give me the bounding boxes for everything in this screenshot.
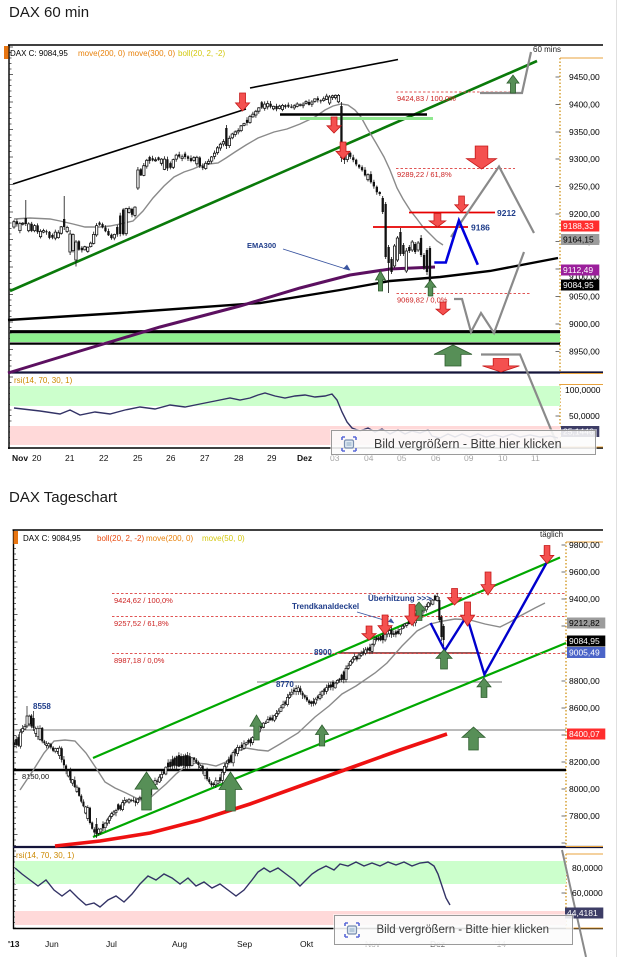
svg-text:11: 11 bbox=[531, 453, 540, 463]
svg-text:8950,00: 8950,00 bbox=[569, 347, 600, 357]
svg-text:9000,00: 9000,00 bbox=[569, 319, 600, 329]
svg-text:9289,22 / 61,8%: 9289,22 / 61,8% bbox=[397, 170, 452, 179]
svg-text:'13: '13 bbox=[8, 939, 20, 949]
svg-text:9084,95: 9084,95 bbox=[569, 636, 600, 646]
svg-text:22: 22 bbox=[99, 453, 109, 463]
svg-text:9424,83 / 100,0%: 9424,83 / 100,0% bbox=[397, 94, 456, 103]
svg-text:8558: 8558 bbox=[33, 702, 51, 711]
svg-text:26: 26 bbox=[166, 453, 176, 463]
svg-text:move(200, 0): move(200, 0) bbox=[78, 49, 125, 58]
svg-text:Okt: Okt bbox=[300, 939, 314, 949]
svg-text:Nov: Nov bbox=[12, 453, 28, 463]
svg-text:9400,00: 9400,00 bbox=[569, 100, 600, 110]
svg-text:8400,07: 8400,07 bbox=[569, 729, 600, 739]
svg-text:Jun: Jun bbox=[45, 939, 59, 949]
svg-text:9600,00: 9600,00 bbox=[569, 567, 600, 577]
svg-text:04: 04 bbox=[364, 453, 374, 463]
svg-text:9005,49: 9005,49 bbox=[569, 648, 600, 658]
svg-text:9257,52 / 61,8%: 9257,52 / 61,8% bbox=[114, 619, 169, 628]
svg-text:9212: 9212 bbox=[497, 208, 516, 218]
svg-text:9450,00: 9450,00 bbox=[569, 72, 600, 82]
svg-text:9250,00: 9250,00 bbox=[569, 182, 600, 192]
svg-text:9188,33: 9188,33 bbox=[563, 221, 594, 231]
svg-text:DAX C: 9084,95: DAX C: 9084,95 bbox=[10, 49, 68, 58]
svg-text:rsi(14, 70, 30, 1): rsi(14, 70, 30, 1) bbox=[16, 851, 75, 860]
svg-text:Überhitzung >>>: Überhitzung >>> bbox=[368, 594, 431, 603]
svg-text:09: 09 bbox=[464, 453, 474, 463]
svg-text:06: 06 bbox=[431, 453, 441, 463]
svg-text:9050,00: 9050,00 bbox=[569, 292, 600, 302]
svg-text:9084,95: 9084,95 bbox=[563, 280, 594, 290]
svg-text:DAX C: 9084,95: DAX C: 9084,95 bbox=[23, 534, 81, 543]
svg-text:täglich: täglich bbox=[540, 530, 563, 539]
svg-text:Aug: Aug bbox=[172, 939, 187, 949]
svg-text:8900: 8900 bbox=[314, 648, 332, 657]
svg-text:Dez: Dez bbox=[297, 453, 312, 463]
svg-text:21: 21 bbox=[65, 453, 75, 463]
svg-text:60,0000: 60,0000 bbox=[572, 888, 603, 898]
svg-text:EMA300: EMA300 bbox=[247, 241, 276, 250]
svg-text:05: 05 bbox=[397, 453, 407, 463]
svg-text:60 mins: 60 mins bbox=[533, 45, 561, 54]
svg-text:9800,00: 9800,00 bbox=[569, 540, 600, 550]
svg-text:7800,00: 7800,00 bbox=[569, 811, 600, 821]
svg-text:8987,18 / 0,0%: 8987,18 / 0,0% bbox=[114, 656, 165, 665]
svg-text:8200,00: 8200,00 bbox=[569, 757, 600, 767]
svg-text:Jul: Jul bbox=[106, 939, 117, 949]
svg-text:9200,00: 9200,00 bbox=[569, 209, 600, 219]
svg-text:boll(20, 2, -2): boll(20, 2, -2) bbox=[178, 49, 225, 58]
svg-text:10: 10 bbox=[498, 453, 508, 463]
svg-text:8800,00: 8800,00 bbox=[569, 676, 600, 686]
svg-text:80,0000: 80,0000 bbox=[572, 863, 603, 873]
svg-text:8000,00: 8000,00 bbox=[569, 784, 600, 794]
svg-text:move(300, 0): move(300, 0) bbox=[128, 49, 175, 58]
svg-text:44,4181: 44,4181 bbox=[567, 908, 598, 918]
svg-text:move(200, 0): move(200, 0) bbox=[146, 534, 193, 543]
svg-text:8150,00: 8150,00 bbox=[22, 772, 49, 781]
svg-text:20: 20 bbox=[32, 453, 42, 463]
svg-text:boll(20, 2, -2): boll(20, 2, -2) bbox=[97, 534, 144, 543]
svg-text:9112,49: 9112,49 bbox=[563, 265, 593, 275]
svg-text:9300,00: 9300,00 bbox=[569, 154, 600, 164]
svg-text:9424,62 / 100,0%: 9424,62 / 100,0% bbox=[114, 596, 173, 605]
svg-text:9186: 9186 bbox=[471, 223, 490, 233]
svg-text:9100,00: 9100,00 bbox=[569, 272, 600, 282]
svg-text:25: 25 bbox=[133, 453, 143, 463]
svg-text:move(50, 0): move(50, 0) bbox=[202, 534, 245, 543]
svg-text:8770: 8770 bbox=[276, 680, 294, 689]
svg-text:9400,00: 9400,00 bbox=[569, 594, 600, 604]
svg-text:8600,00: 8600,00 bbox=[569, 703, 600, 713]
svg-text:03: 03 bbox=[330, 453, 340, 463]
svg-text:28: 28 bbox=[234, 453, 244, 463]
svg-text:Trendkanaldeckel: Trendkanaldeckel bbox=[292, 602, 359, 611]
svg-text:9069,82 / 0,0%: 9069,82 / 0,0% bbox=[397, 296, 448, 305]
svg-text:9164,15: 9164,15 bbox=[563, 235, 594, 245]
svg-text:9350,00: 9350,00 bbox=[569, 127, 600, 137]
svg-text:100,0000: 100,0000 bbox=[565, 385, 601, 395]
svg-text:29: 29 bbox=[267, 453, 277, 463]
svg-text:Sep: Sep bbox=[237, 939, 252, 949]
svg-text:50,0000: 50,0000 bbox=[569, 411, 600, 421]
svg-text:9212,82: 9212,82 bbox=[569, 618, 600, 628]
svg-text:rsi(14, 70, 30, 1): rsi(14, 70, 30, 1) bbox=[14, 376, 73, 385]
svg-text:27: 27 bbox=[200, 453, 210, 463]
